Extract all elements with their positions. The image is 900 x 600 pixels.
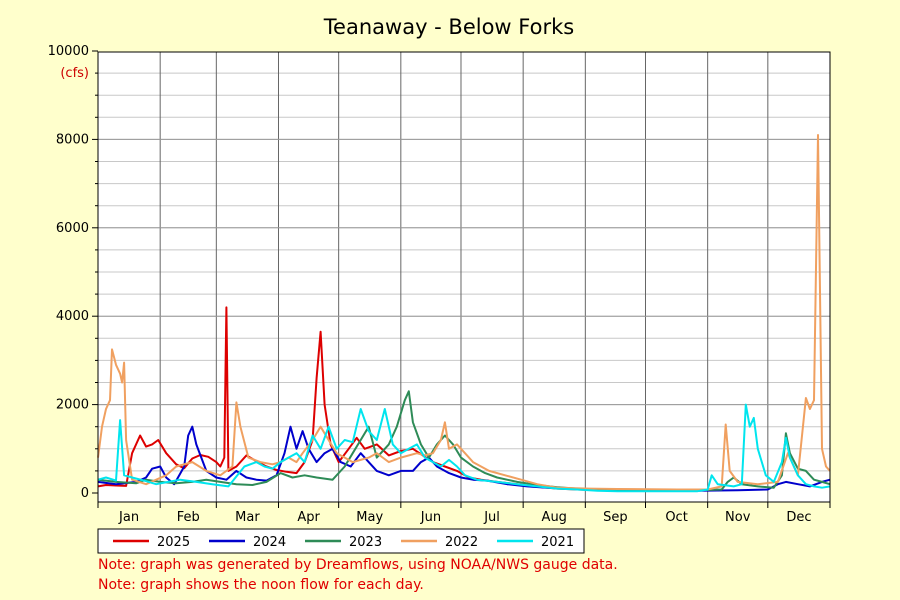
note-noon-flow: Note: graph shows the noon flow for each… xyxy=(98,577,424,593)
series-line-2021 xyxy=(97,403,831,493)
legend-label-2022: 2022 xyxy=(445,535,478,550)
x-tick-label: Dec xyxy=(786,510,811,525)
legend-label-2023: 2023 xyxy=(349,535,382,550)
y-axis-ticks: 0 2000 4000 6000 8000 10000 xyxy=(48,44,98,501)
series-line-2025 xyxy=(97,306,590,491)
x-tick-label: Jul xyxy=(483,510,500,525)
x-axis-ticks: Jan Feb Mar Apr May Jun Jul Aug Sep Oct Nov Dec xyxy=(97,502,831,525)
chart-title: Teanaway - Below Forks xyxy=(323,15,574,39)
legend-label-2025: 2025 xyxy=(157,535,190,550)
plot-border xyxy=(97,51,831,503)
x-tick-label: Mar xyxy=(235,510,260,525)
grid xyxy=(98,52,830,502)
note-source: Note: graph was generated by Dreamflows,… xyxy=(98,557,618,573)
x-tick-label: Aug xyxy=(542,510,567,525)
series-lines xyxy=(97,134,831,493)
series-line-2022 xyxy=(97,134,831,491)
x-tick-label: Oct xyxy=(665,510,687,525)
legend-label-2024: 2024 xyxy=(253,535,286,550)
y-axis-unit: (cfs) xyxy=(60,66,89,81)
x-tick-label: Feb xyxy=(177,510,200,525)
y-tick-label: 8000 xyxy=(56,132,89,147)
series-line-2023 xyxy=(97,390,831,492)
legend-label-2021: 2021 xyxy=(541,535,574,550)
x-tick-label: Apr xyxy=(297,510,320,525)
y-tick-label: 2000 xyxy=(56,398,89,413)
plot-background xyxy=(98,52,830,502)
x-tick-label: May xyxy=(356,510,383,525)
y-tick-label: 10000 xyxy=(48,44,89,59)
plot-frame xyxy=(97,51,831,503)
y-tick-label: 0 xyxy=(81,486,89,501)
y-tick-label: 4000 xyxy=(56,309,89,324)
legend: 2025 2024 2023 2022 2021 xyxy=(97,528,585,554)
y-tick-label: 6000 xyxy=(56,221,89,236)
x-tick-label: Sep xyxy=(603,510,628,525)
x-tick-label: Jan xyxy=(118,510,139,525)
x-tick-label: Nov xyxy=(725,510,751,525)
x-tick-label: Jun xyxy=(420,510,441,525)
